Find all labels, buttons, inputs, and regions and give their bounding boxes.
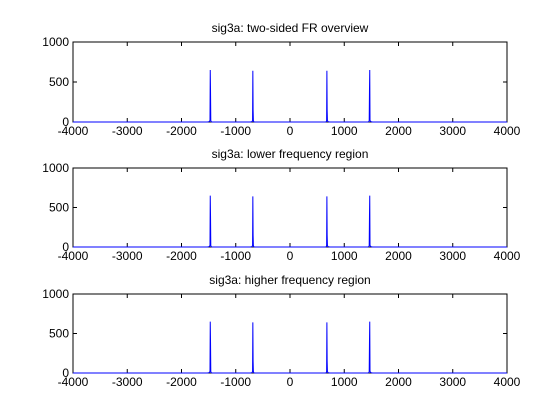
- subplot-2: sig3a: lower frequency region -4000 -3000 -…: [42, 147, 520, 263]
- x-tick-label: -4000: [58, 375, 89, 389]
- x-tick-label: 2000: [385, 249, 412, 263]
- series-line-1: [73, 321, 507, 374]
- y-tick-label: 1000: [42, 35, 69, 49]
- x-tick-label: -3000: [112, 124, 143, 138]
- x-tick-label: -3000: [112, 375, 143, 389]
- y-tick-label: 0: [62, 366, 69, 380]
- x-tick-label: -4000: [58, 124, 89, 138]
- series-line-1: [73, 195, 507, 248]
- subplot-1: sig3a: two-sided FR overview -4000 -3000 -2…: [42, 21, 520, 138]
- x-tick-label: -1000: [220, 249, 251, 263]
- x-tick-label: -4000: [58, 249, 89, 263]
- x-tick-label: 1000: [331, 375, 358, 389]
- x-tick-label: 0: [287, 375, 294, 389]
- axes-box: [72, 293, 508, 374]
- x-tick-label: -2000: [166, 124, 197, 138]
- x-tick-label: 0: [287, 249, 294, 263]
- x-tick-label: 4000: [494, 249, 521, 263]
- axes-box: [72, 167, 508, 248]
- x-tick-label: 3000: [439, 124, 466, 138]
- x-tick-label: -1000: [220, 124, 251, 138]
- x-tick-label: 0: [287, 124, 294, 138]
- chart-title: sig3a: lower frequency region: [212, 147, 369, 161]
- subplot-3: sig3a: higher frequency region -4000 -3000…: [42, 273, 520, 389]
- y-tick-label: 1000: [42, 161, 69, 175]
- x-tick-label: -2000: [166, 249, 197, 263]
- y-tick-label: 1000: [42, 287, 69, 301]
- axes-box: [72, 41, 508, 123]
- chart-title: sig3a: two-sided FR overview: [212, 21, 369, 35]
- x-tick-label: -1000: [220, 375, 251, 389]
- series-line-1: [73, 69, 507, 123]
- y-tick-label: 0: [62, 115, 69, 129]
- x-tick-label: 2000: [385, 375, 412, 389]
- chart-title: sig3a: higher frequency region: [209, 273, 370, 287]
- x-tick-label: -3000: [112, 249, 143, 263]
- y-tick-label: 500: [49, 327, 69, 341]
- y-tick-label: 0: [62, 240, 69, 254]
- x-tick-label: -2000: [166, 375, 197, 389]
- x-tick-label: 2000: [385, 124, 412, 138]
- x-tick-label: 4000: [494, 124, 521, 138]
- x-tick-label: 1000: [331, 124, 358, 138]
- x-tick-label: 3000: [439, 375, 466, 389]
- x-tick-label: 4000: [494, 375, 521, 389]
- y-tick-label: 500: [49, 201, 69, 215]
- x-tick-label: 3000: [439, 249, 466, 263]
- x-tick-label: 1000: [331, 249, 358, 263]
- y-tick-label: 500: [49, 75, 69, 89]
